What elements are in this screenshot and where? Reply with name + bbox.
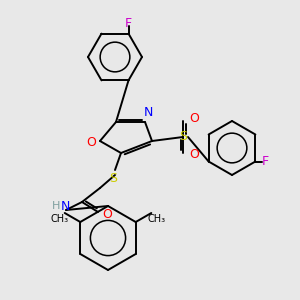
Text: N: N bbox=[60, 200, 70, 212]
Text: N: N bbox=[143, 106, 153, 119]
Text: O: O bbox=[189, 148, 199, 161]
Text: O: O bbox=[102, 208, 112, 220]
Text: H: H bbox=[52, 201, 60, 211]
Text: CH₃: CH₃ bbox=[147, 214, 165, 224]
Text: F: F bbox=[125, 17, 132, 30]
Text: S: S bbox=[179, 130, 187, 143]
Text: S: S bbox=[109, 172, 117, 184]
Text: F: F bbox=[262, 155, 269, 168]
Text: CH₃: CH₃ bbox=[51, 214, 69, 224]
Text: O: O bbox=[86, 136, 96, 149]
Text: O: O bbox=[189, 112, 199, 125]
